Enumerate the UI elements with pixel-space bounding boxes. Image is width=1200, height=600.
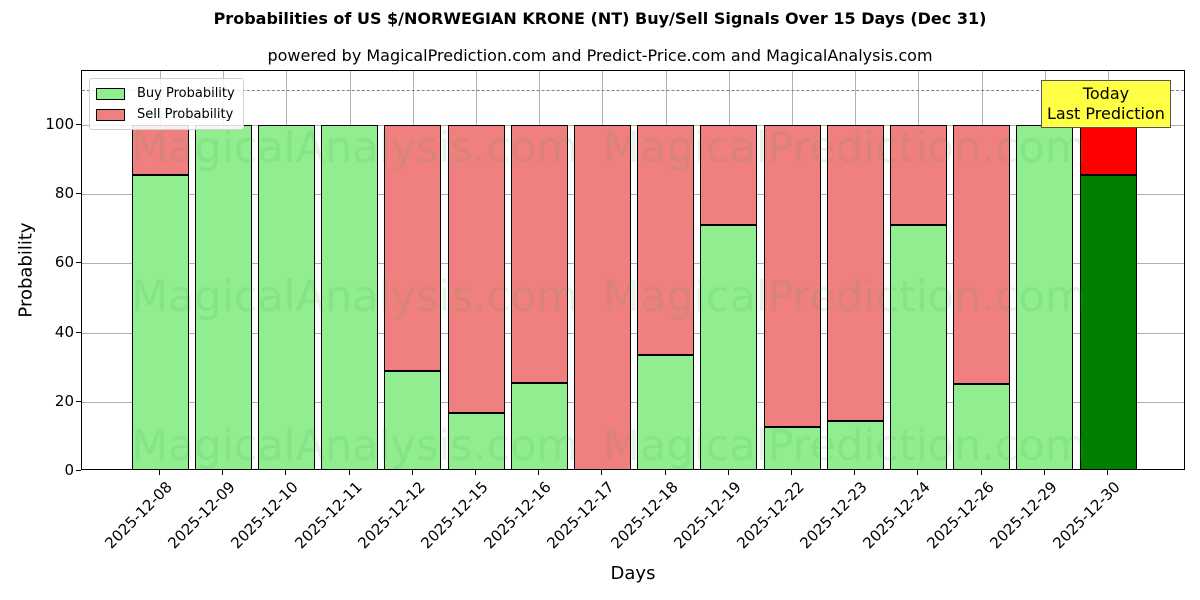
- x-tick-label: 2025-12-17: [543, 478, 619, 553]
- y-tick-label: 60: [54, 253, 74, 272]
- gridline-horizontal: [82, 125, 1184, 126]
- x-tick-label: 2025-12-26: [922, 478, 998, 553]
- y-tick-mark: [76, 262, 81, 264]
- x-tick-label: 2025-12-19: [670, 478, 745, 553]
- x-tick-mark: [664, 470, 666, 475]
- buy-bar[interactable]: [131, 175, 189, 469]
- legend-item-sell: Sell Probability: [96, 104, 235, 125]
- x-tick-mark: [791, 470, 792, 475]
- x-tick-mark: [601, 470, 603, 475]
- y-tick-mark: [76, 470, 81, 471]
- buy-bar[interactable]: [1079, 175, 1137, 469]
- buy-bar[interactable]: [889, 224, 947, 469]
- y-tick-mark: [76, 193, 81, 195]
- sell-bar[interactable]: [573, 125, 631, 469]
- buy-bar[interactable]: [321, 125, 379, 469]
- sell-bar[interactable]: [637, 125, 695, 356]
- buy-bar[interactable]: [826, 421, 884, 469]
- y-tick-label: 20: [54, 391, 74, 410]
- sell-bar[interactable]: [131, 125, 189, 176]
- sell-bar[interactable]: [384, 125, 442, 372]
- x-tick-mark: [285, 470, 287, 475]
- y-axis-label: Probability: [15, 222, 37, 318]
- x-tick-label: 2025-12-16: [480, 478, 555, 553]
- x-tick-label: 2025-12-24: [859, 478, 935, 553]
- gridline-horizontal: [82, 332, 1184, 334]
- sell-bar[interactable]: [1079, 125, 1137, 176]
- x-tick-label: 2025-12-30: [1049, 478, 1124, 553]
- chart-title: Probabilities of US $/NORWEGIAN KRONE (N…: [213, 9, 987, 28]
- x-tick-mark: [727, 470, 729, 475]
- x-tick-label: 2025-12-09: [164, 478, 239, 553]
- reference-line: [82, 90, 1184, 92]
- x-tick-mark: [348, 470, 350, 475]
- today-annotation: Today Last Prediction: [1041, 80, 1171, 128]
- x-tick-mark: [411, 470, 413, 475]
- buy-bar[interactable]: [384, 371, 442, 469]
- y-tick-label: 0: [64, 461, 74, 479]
- legend-item-buy: Buy Probability: [96, 83, 235, 104]
- y-tick-mark: [76, 124, 81, 125]
- y-tick-mark: [76, 331, 81, 333]
- x-tick-label: 2025-12-10: [227, 478, 303, 553]
- x-tick-mark: [1043, 470, 1045, 475]
- x-tick-label: 2025-12-22: [733, 478, 808, 553]
- legend: Buy Probability Sell Probability: [89, 78, 244, 130]
- x-tick-label: 2025-12-15: [417, 478, 492, 553]
- x-tick-mark: [159, 470, 160, 475]
- legend-buy-label: Buy Probability: [137, 86, 235, 101]
- x-tick-label: 2025-12-11: [290, 478, 366, 553]
- x-tick-mark: [222, 470, 224, 475]
- buy-bar[interactable]: [953, 384, 1011, 469]
- x-tick-label: 2025-12-18: [606, 478, 682, 553]
- x-tick-mark: [854, 470, 856, 475]
- x-tick-label: 2025-12-08: [101, 478, 176, 553]
- x-tick-label: 2025-12-29: [986, 478, 1061, 553]
- gridline-horizontal: [82, 194, 1184, 196]
- x-tick-mark: [475, 470, 476, 475]
- buy-swatch-icon: [96, 87, 125, 100]
- y-tick-mark: [76, 400, 81, 402]
- x-tick-mark: [980, 470, 982, 475]
- sell-bar[interactable]: [889, 125, 947, 225]
- y-tick-label: 100: [45, 115, 74, 133]
- annotation-line1: Today: [1082, 84, 1130, 103]
- x-tick-label: 2025-12-23: [796, 478, 871, 553]
- annotation-line2: Last Prediction: [1047, 104, 1165, 123]
- buy-bar[interactable]: [257, 125, 315, 469]
- buy-bar[interactable]: [1016, 125, 1074, 469]
- legend-sell-label: Sell Probability: [137, 107, 234, 122]
- sell-bar[interactable]: [763, 125, 821, 428]
- buy-bar[interactable]: [194, 125, 252, 469]
- y-tick-label: 40: [54, 322, 74, 341]
- gridline-horizontal: [82, 401, 1184, 403]
- x-axis-label: Days: [610, 563, 656, 584]
- sell-bar[interactable]: [447, 125, 505, 413]
- buy-bar[interactable]: [637, 355, 695, 469]
- x-tick-mark: [538, 470, 540, 475]
- buy-bar[interactable]: [447, 412, 505, 469]
- x-tick-mark: [917, 470, 919, 475]
- x-tick-label: 2025-12-12: [354, 478, 429, 553]
- buy-bar[interactable]: [510, 383, 568, 469]
- y-tick-label: 80: [54, 184, 74, 203]
- sell-bar[interactable]: [826, 125, 884, 422]
- sell-bar[interactable]: [510, 125, 568, 384]
- gridline-horizontal: [82, 263, 1184, 265]
- sell-swatch-icon: [96, 108, 125, 121]
- chart-subtitle: powered by MagicalPrediction.com and Pre…: [267, 46, 933, 65]
- buy-bar[interactable]: [700, 225, 758, 469]
- x-tick-mark: [1107, 470, 1108, 475]
- buy-bar[interactable]: [763, 427, 821, 469]
- sell-bar[interactable]: [700, 125, 758, 226]
- plot-area: MagicalAnalysis.comMagicalPrediction.com…: [81, 70, 1185, 470]
- sell-bar[interactable]: [953, 125, 1011, 385]
